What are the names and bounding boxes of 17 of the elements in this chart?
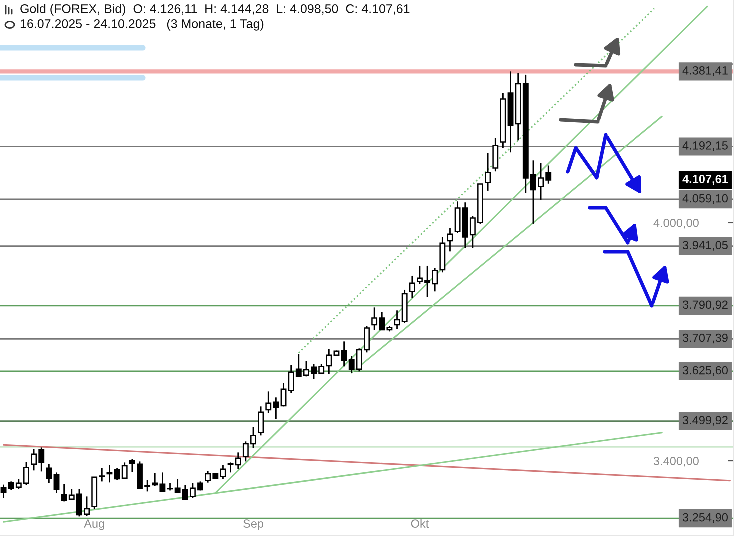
x-tick-label: Aug bbox=[84, 520, 104, 530]
ref-line-label: 4.192,15 bbox=[682, 142, 728, 152]
y-tick-label: 3.400,00 bbox=[654, 457, 699, 467]
y-tick-label: 4.000,00 bbox=[654, 219, 699, 229]
ref-line-label: 3.707,39 bbox=[682, 334, 728, 344]
ref-line-label: 3.625,60 bbox=[682, 366, 728, 376]
ref-line-label: 4.059,10 bbox=[682, 194, 728, 204]
text: 16.07.2025 - 24.10.2025 (3 Monate, 1 Tag) bbox=[20, 19, 264, 31]
ref-line-label: 3.499,92 bbox=[682, 416, 728, 426]
chart-title: Gold (FOREX, Bid) O: 4.126,11 H: 4.144,28 L: 4.098,50 C: 4.107,61 bbox=[20, 4, 410, 16]
ref-line-label: 3.790,92 bbox=[682, 300, 728, 310]
ref-line-label: 3.941,05 bbox=[682, 241, 728, 251]
annotation: 4.107,61 bbox=[682, 175, 728, 186]
ref-line-label: 4.381,41 bbox=[682, 66, 728, 76]
ref-line-label: 3.254,90 bbox=[682, 513, 728, 524]
x-tick-label: Okt bbox=[411, 519, 430, 528]
x-tick-label: Sep bbox=[244, 520, 264, 530]
